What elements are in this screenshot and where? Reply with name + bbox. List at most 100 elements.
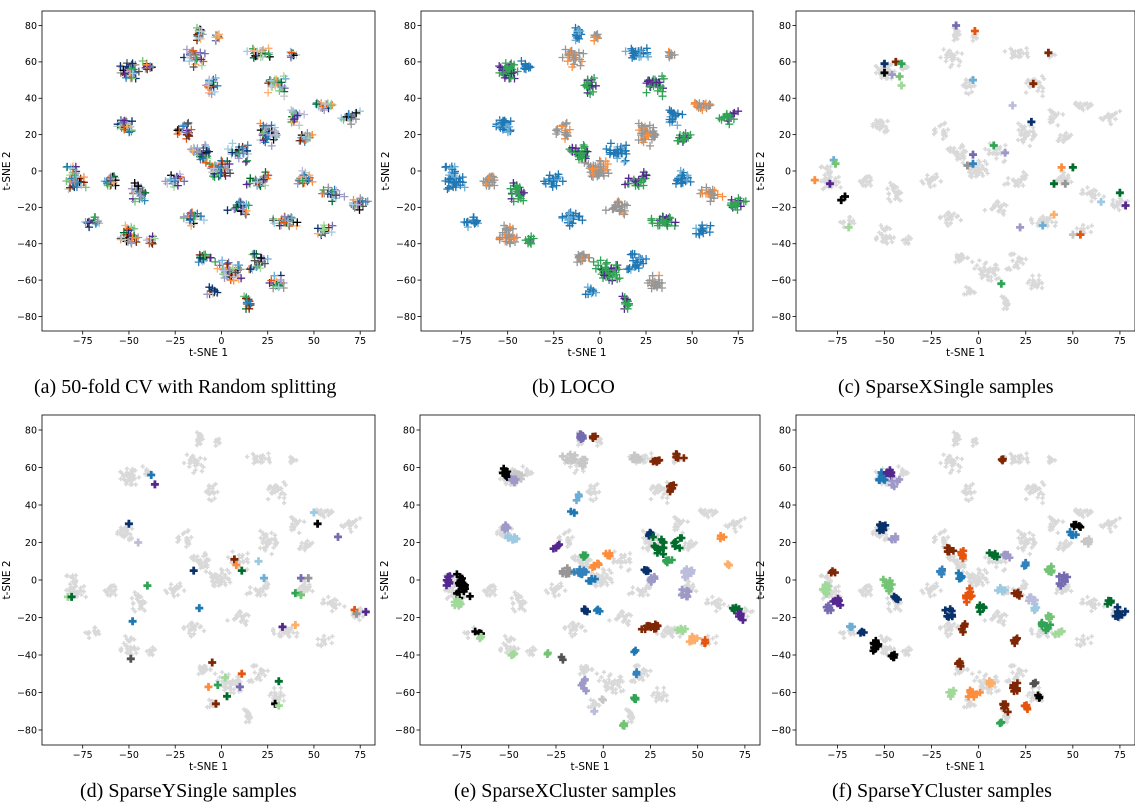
- background-point: [1012, 53, 1017, 58]
- data-point: [720, 112, 729, 121]
- background-point: [527, 652, 532, 657]
- data-point: [183, 120, 192, 128]
- background-point: [235, 674, 240, 680]
- x-axis-label: t-SNE 1: [189, 347, 228, 359]
- background-point: [127, 537, 132, 543]
- background-point: [123, 481, 129, 487]
- background-point: [880, 124, 885, 129]
- highlighted-sample: [150, 480, 159, 489]
- background-point: [885, 119, 890, 124]
- data-point: [445, 164, 454, 173]
- highlighted-sample: [352, 609, 361, 618]
- background-point: [197, 433, 203, 439]
- background-point: [123, 634, 128, 639]
- background-point: [952, 146, 957, 151]
- points-layer: [442, 430, 755, 730]
- background-point: [951, 38, 956, 43]
- background-point: [201, 668, 206, 673]
- data-point: [649, 127, 658, 135]
- background-point: [967, 291, 973, 296]
- highlighted-sample: [897, 81, 906, 90]
- background-point: [932, 183, 937, 188]
- data-point: [66, 164, 75, 173]
- data-point: [710, 191, 719, 200]
- data-point: [66, 183, 74, 192]
- background-point: [949, 213, 954, 218]
- background-point: [321, 633, 327, 639]
- data-point: [241, 157, 250, 166]
- data-point: [196, 25, 205, 34]
- background-point: [1004, 181, 1010, 186]
- highlighted-sample: [1068, 230, 1077, 239]
- data-point: [257, 254, 266, 263]
- background-point: [140, 464, 145, 469]
- data-point: [70, 177, 79, 186]
- background-point: [217, 440, 222, 445]
- background-point: [1113, 117, 1118, 122]
- data-point: [713, 190, 722, 199]
- background-point: [81, 589, 87, 594]
- background-point: [172, 588, 178, 593]
- background-point: [836, 180, 841, 185]
- data-point: [621, 156, 630, 165]
- background-point: [181, 460, 187, 466]
- background-point: [122, 525, 127, 531]
- data-point: [507, 59, 516, 68]
- background-point: [330, 609, 335, 614]
- background-point: [245, 551, 250, 556]
- data-point: [121, 221, 130, 230]
- background-point: [144, 649, 150, 654]
- background-point: [108, 592, 114, 597]
- background-point: [836, 174, 841, 180]
- data-point: [610, 268, 619, 277]
- background-point: [289, 626, 295, 631]
- data-point: [223, 260, 232, 268]
- data-point: [655, 78, 664, 87]
- y-tick-label: −80: [771, 312, 791, 323]
- background-point: [660, 495, 665, 500]
- background-point: [588, 557, 593, 563]
- background-point: [346, 520, 351, 525]
- background-point: [1044, 216, 1049, 221]
- background-point: [122, 477, 127, 482]
- background-point: [133, 647, 138, 652]
- data-point: [579, 49, 588, 58]
- background-point: [186, 541, 192, 547]
- background-point: [203, 569, 209, 574]
- background-point: [596, 578, 602, 583]
- background-point: [1048, 114, 1053, 119]
- background-point: [742, 606, 748, 611]
- background-point: [206, 486, 212, 492]
- data-point: [120, 116, 129, 125]
- background-point: [81, 584, 87, 589]
- background-point: [660, 634, 665, 639]
- y-axis-label: t-SNE 2: [1, 151, 13, 190]
- background-point: [1039, 280, 1045, 286]
- background-point: [883, 233, 889, 239]
- background-point: [982, 159, 987, 164]
- y-tick-label: −20: [17, 613, 37, 624]
- background-point: [267, 460, 272, 465]
- background-point: [302, 582, 307, 587]
- background-point: [887, 226, 892, 231]
- data-point: [195, 27, 204, 36]
- background-point: [823, 166, 828, 171]
- data-point: [569, 211, 578, 220]
- data-point: [598, 266, 607, 275]
- data-point: [131, 197, 139, 206]
- data-point: [352, 108, 361, 117]
- y-tick-label: 60: [404, 57, 416, 68]
- highlighted-sample: [1061, 179, 1070, 188]
- data-point: [141, 188, 150, 197]
- background-point: [255, 454, 260, 459]
- background-point: [295, 630, 300, 636]
- data-point: [279, 218, 288, 227]
- background-point: [924, 176, 929, 182]
- background-point: [938, 179, 943, 184]
- data-point: [561, 45, 570, 54]
- background-point: [576, 621, 581, 627]
- background-point: [272, 685, 277, 691]
- background-point: [222, 580, 227, 585]
- data-point: [270, 271, 279, 280]
- background-point: [1005, 176, 1011, 181]
